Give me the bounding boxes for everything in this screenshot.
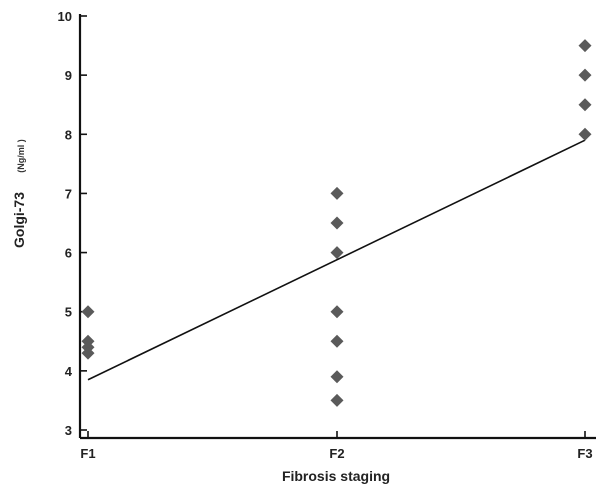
data-point bbox=[81, 305, 95, 319]
y-tick-label: 5 bbox=[65, 305, 72, 320]
x-tick-label: F1 bbox=[80, 446, 95, 461]
data-points bbox=[81, 39, 592, 407]
data-point bbox=[81, 346, 95, 360]
y-axis-unit: (Ng/ml ) bbox=[16, 139, 26, 173]
x-tick-label: F3 bbox=[577, 446, 592, 461]
data-point bbox=[330, 216, 344, 230]
x-ticks: F1 F2 F3 bbox=[80, 431, 593, 461]
data-point bbox=[578, 98, 592, 112]
trendline bbox=[87, 139, 586, 381]
axes bbox=[78, 14, 596, 440]
y-tick-label: 9 bbox=[65, 68, 72, 83]
y-tick-label: 7 bbox=[65, 186, 72, 201]
data-point bbox=[330, 186, 344, 200]
y-ticks: 3 4 5 6 7 8 9 10 bbox=[58, 9, 87, 438]
data-point bbox=[330, 393, 344, 407]
x-tick-label: F2 bbox=[329, 446, 344, 461]
y-tick-label: 10 bbox=[58, 9, 72, 24]
y-axis-title: Golgi-73 bbox=[11, 192, 27, 248]
trendline-group bbox=[87, 139, 586, 381]
data-point bbox=[330, 334, 344, 348]
y-tick-label: 4 bbox=[65, 364, 73, 379]
data-point bbox=[578, 68, 592, 82]
data-point bbox=[578, 39, 592, 53]
data-point bbox=[578, 127, 592, 141]
data-point bbox=[330, 305, 344, 319]
data-point bbox=[330, 246, 344, 260]
y-tick-label: 3 bbox=[65, 423, 72, 438]
y-tick-label: 6 bbox=[65, 246, 72, 261]
data-point bbox=[330, 370, 344, 384]
y-axis-title-group: Golgi-73 (Ng/ml ) bbox=[11, 139, 27, 248]
y-tick-label: 8 bbox=[65, 127, 72, 142]
x-axis-title: Fibrosis staging bbox=[282, 468, 390, 484]
